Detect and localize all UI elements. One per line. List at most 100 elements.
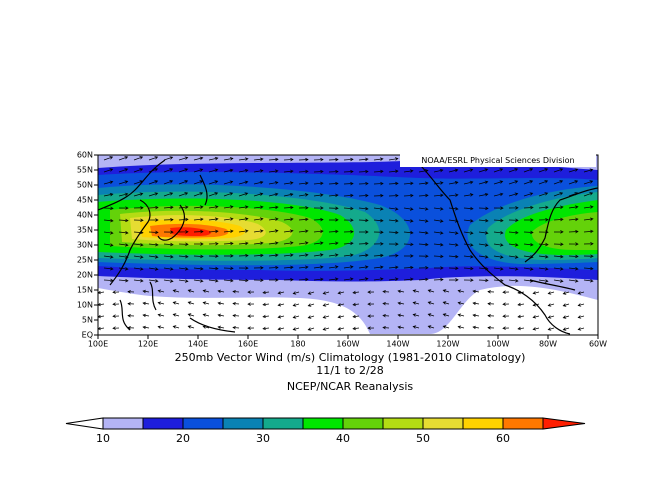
wind-arrow	[358, 218, 369, 223]
wind-arrow	[133, 156, 144, 161]
wind-arrow	[328, 218, 339, 222]
wind-arrow	[172, 301, 180, 305]
colorbar-label: 50	[416, 432, 430, 445]
wind-arrow	[232, 325, 240, 330]
wind-arrow	[538, 279, 549, 283]
wind-arrow	[463, 266, 474, 271]
wind-arrow	[373, 181, 384, 186]
wind-arrow	[103, 206, 114, 211]
wind-arrow	[388, 242, 399, 246]
wind-arrow	[133, 192, 144, 197]
wind-arrow	[292, 327, 300, 331]
wind-arrow	[367, 326, 375, 330]
wind-arrow	[388, 265, 399, 270]
wind-arrow	[373, 157, 384, 161]
wind-arrow	[223, 168, 234, 173]
wind-arrow	[193, 180, 204, 185]
wind-arrow	[388, 230, 399, 235]
wind-arrow	[382, 301, 390, 306]
wind-arrow	[283, 181, 294, 185]
wind-arrow	[463, 278, 474, 282]
wind-arrow	[493, 180, 504, 185]
wind-arrow	[442, 325, 450, 329]
wind-arrow	[322, 327, 330, 331]
wind-arrow	[118, 243, 129, 247]
wind-arrow	[367, 314, 375, 318]
wind-arrow	[448, 207, 459, 211]
wind-arrow	[538, 242, 549, 247]
wind-arrow	[403, 193, 414, 198]
wind-arrow	[568, 242, 579, 246]
wind-arrow	[538, 205, 549, 210]
wind-arrow	[322, 315, 330, 319]
wind-arrow	[538, 168, 549, 173]
wind-arrow	[487, 302, 495, 306]
wind-arrow	[553, 168, 564, 173]
wind-arrow	[298, 169, 309, 174]
wind-arrow	[253, 253, 264, 258]
wind-arrow	[358, 157, 369, 162]
wind-arrow	[217, 325, 225, 330]
wind-arrow	[238, 241, 249, 246]
wind-arrow	[148, 180, 159, 185]
wind-arrow	[577, 291, 585, 295]
wind-arrow	[388, 169, 399, 174]
wind-arrow	[523, 255, 534, 259]
wind-arrow	[493, 267, 504, 271]
wind-arrow	[163, 156, 174, 161]
wind-arrow	[457, 301, 465, 305]
wind-arrow	[343, 265, 354, 269]
wind-arrow	[172, 325, 180, 329]
wind-arrow	[478, 243, 489, 247]
wind-arrow	[148, 279, 159, 283]
lon-label: 140E	[188, 340, 208, 349]
lon-label: 120W	[436, 340, 459, 349]
wind-arrow	[268, 229, 279, 233]
wind-arrow	[403, 277, 414, 281]
wind-arrow	[238, 168, 249, 173]
wind-arrow	[187, 325, 195, 329]
wind-arrow	[238, 192, 249, 197]
contour-band	[531, 212, 598, 250]
wind-arrow	[487, 314, 495, 318]
colorbar-label: 30	[256, 432, 270, 445]
wind-arrow	[538, 192, 549, 197]
wind-arrow	[247, 314, 255, 318]
wind-arrow	[553, 254, 564, 259]
wind-arrow	[403, 242, 414, 247]
wind-arrow	[583, 180, 594, 185]
wind-arrow	[553, 180, 564, 185]
wind-arrow	[508, 243, 519, 247]
wind-arrow	[358, 193, 369, 198]
wind-arrow	[478, 231, 489, 235]
wind-arrow	[373, 169, 384, 174]
wind-arrow	[328, 157, 339, 162]
wind-arrow	[133, 243, 144, 247]
wind-arrow	[238, 157, 249, 161]
wind-arrow	[277, 327, 285, 331]
colorbar-cell	[65, 417, 104, 430]
wind-arrow	[298, 157, 309, 162]
wind-arrow	[232, 301, 240, 306]
wind-arrow	[388, 219, 399, 223]
wind-arrow	[457, 313, 465, 317]
wind-arrow	[553, 242, 564, 247]
wind-arrow	[157, 301, 165, 305]
wind-arrow	[127, 290, 135, 294]
wind-arrow	[163, 242, 174, 247]
wind-arrow	[193, 229, 204, 234]
wind-arrow	[178, 156, 189, 161]
period: 11/1 to 2/28	[316, 364, 383, 377]
wind-arrow	[523, 180, 534, 185]
wind-arrow	[538, 180, 549, 185]
lon-label: 80W	[539, 340, 557, 349]
wind-arrow	[112, 290, 120, 294]
wind-arrow	[493, 278, 504, 283]
wind-arrow	[322, 291, 330, 295]
wind-arrow	[388, 253, 399, 258]
lat-label: 45N	[77, 196, 93, 205]
wind-arrow	[208, 168, 219, 173]
wind-arrow	[112, 326, 120, 330]
title: 250mb Vector Wind (m/s) Climatology (198…	[175, 351, 526, 364]
wind-arrow	[487, 290, 495, 294]
